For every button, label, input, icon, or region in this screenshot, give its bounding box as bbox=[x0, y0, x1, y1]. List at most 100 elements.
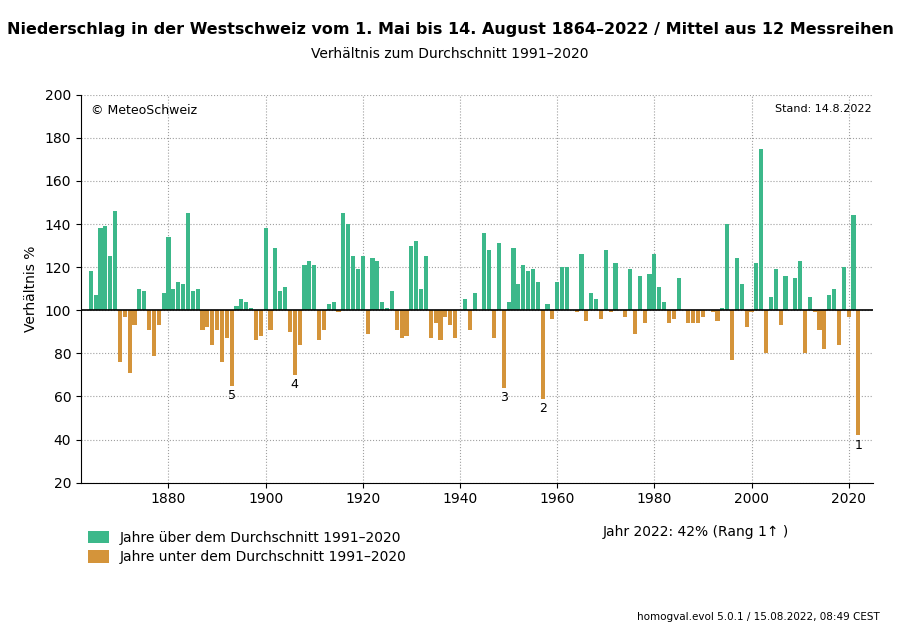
Bar bbox=[108, 256, 112, 310]
Bar bbox=[598, 310, 603, 319]
Bar bbox=[298, 310, 302, 345]
Bar bbox=[288, 310, 292, 332]
Bar bbox=[268, 310, 273, 329]
Bar bbox=[341, 213, 346, 310]
Bar bbox=[808, 297, 812, 310]
Bar bbox=[302, 265, 307, 310]
Text: Verhältnis zum Durchschnitt 1991–2020: Verhältnis zum Durchschnitt 1991–2020 bbox=[311, 47, 589, 61]
Bar bbox=[225, 310, 229, 338]
Bar bbox=[574, 310, 579, 312]
Bar bbox=[365, 310, 370, 334]
Text: Niederschlag in der Westschweiz vom 1. Mai bis 14. August 1864–2022 / Mittel aus: Niederschlag in der Westschweiz vom 1. M… bbox=[6, 22, 894, 37]
Bar bbox=[428, 310, 433, 338]
Bar bbox=[98, 228, 103, 310]
Bar bbox=[312, 265, 316, 310]
Bar bbox=[438, 310, 443, 340]
Bar bbox=[230, 310, 234, 386]
Bar bbox=[195, 288, 200, 310]
Bar bbox=[215, 310, 219, 329]
Y-axis label: Verhältnis %: Verhältnis % bbox=[23, 245, 38, 332]
Bar bbox=[716, 310, 720, 321]
Bar bbox=[507, 302, 510, 310]
Bar bbox=[171, 288, 176, 310]
Bar bbox=[337, 310, 340, 312]
Text: Jahr 2022: 42% (Rang 1↑ ): Jahr 2022: 42% (Rang 1↑ ) bbox=[603, 525, 789, 539]
Bar bbox=[667, 310, 671, 323]
Bar bbox=[604, 250, 608, 310]
Bar bbox=[137, 288, 141, 310]
Text: 4: 4 bbox=[291, 378, 299, 391]
Bar bbox=[774, 269, 778, 310]
Bar bbox=[176, 282, 180, 310]
Bar bbox=[565, 267, 569, 310]
Bar bbox=[827, 295, 832, 310]
Bar bbox=[239, 300, 243, 310]
Bar bbox=[657, 286, 662, 310]
Bar bbox=[210, 310, 214, 345]
Bar bbox=[725, 224, 729, 310]
Bar bbox=[501, 310, 506, 388]
Bar bbox=[590, 293, 593, 310]
Bar bbox=[482, 233, 486, 310]
Bar bbox=[351, 256, 356, 310]
Bar bbox=[161, 293, 166, 310]
Bar bbox=[404, 310, 409, 336]
Bar bbox=[492, 310, 496, 338]
Bar bbox=[614, 262, 617, 310]
Bar bbox=[395, 310, 399, 329]
Bar bbox=[555, 282, 559, 310]
Bar bbox=[400, 310, 404, 338]
Bar bbox=[472, 293, 477, 310]
Bar bbox=[536, 282, 540, 310]
Bar bbox=[283, 286, 287, 310]
Bar bbox=[419, 288, 423, 310]
Bar bbox=[356, 269, 360, 310]
Bar bbox=[803, 310, 807, 353]
Bar bbox=[744, 310, 749, 327]
Bar bbox=[628, 269, 632, 310]
Bar bbox=[526, 271, 530, 310]
Bar bbox=[463, 300, 467, 310]
Bar bbox=[118, 310, 122, 362]
Bar bbox=[691, 310, 696, 323]
Text: 5: 5 bbox=[228, 389, 236, 402]
Bar bbox=[390, 291, 394, 310]
Bar bbox=[784, 276, 788, 310]
Bar bbox=[132, 310, 137, 326]
Legend: Jahre über dem Durchschnitt 1991–2020, Jahre unter dem Durchschnitt 1991–2020: Jahre über dem Durchschnitt 1991–2020, J… bbox=[88, 531, 407, 564]
Bar bbox=[487, 250, 491, 310]
Bar bbox=[346, 224, 350, 310]
Bar bbox=[94, 295, 97, 310]
Bar bbox=[633, 310, 637, 334]
Bar bbox=[453, 310, 457, 338]
Bar bbox=[166, 237, 170, 310]
Bar bbox=[317, 310, 321, 340]
Bar bbox=[857, 310, 860, 435]
Bar bbox=[249, 308, 253, 310]
Text: 1: 1 bbox=[854, 439, 862, 452]
Bar bbox=[701, 310, 705, 317]
Bar bbox=[754, 262, 759, 310]
Bar bbox=[185, 213, 190, 310]
Bar bbox=[142, 291, 146, 310]
Bar bbox=[128, 310, 131, 373]
Bar bbox=[847, 310, 850, 317]
Bar bbox=[760, 148, 763, 310]
Bar bbox=[104, 226, 107, 310]
Bar bbox=[793, 278, 797, 310]
Bar bbox=[307, 261, 311, 310]
Bar bbox=[638, 276, 642, 310]
Bar bbox=[89, 271, 93, 310]
Bar bbox=[560, 267, 564, 310]
Bar bbox=[740, 285, 744, 310]
Bar bbox=[711, 310, 715, 312]
Bar bbox=[851, 215, 856, 310]
Bar bbox=[584, 310, 589, 321]
Bar bbox=[608, 310, 613, 312]
Bar bbox=[448, 310, 453, 326]
Bar bbox=[580, 254, 583, 310]
Bar bbox=[550, 310, 554, 319]
Text: © MeteoSchweiz: © MeteoSchweiz bbox=[91, 104, 196, 117]
Bar bbox=[832, 288, 836, 310]
Bar bbox=[327, 304, 331, 310]
